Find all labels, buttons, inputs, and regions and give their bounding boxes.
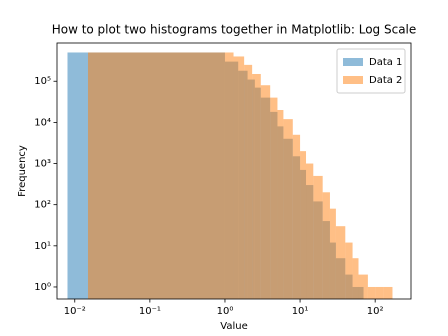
histogram-bar [277, 110, 284, 299]
histogram-bar [345, 242, 353, 299]
legend-swatch [343, 76, 363, 84]
histogram-bar [233, 56, 245, 299]
histogram-bar [252, 73, 261, 299]
histogram-bar [375, 286, 384, 299]
histogram-bar [335, 226, 346, 299]
histogram-bar [322, 192, 330, 299]
histogram-bar [292, 134, 301, 299]
histogram-bar [313, 175, 323, 299]
histogram-bar [300, 151, 307, 299]
x-axis-label: Value [220, 321, 247, 332]
x-tick-label: 10⁻² [64, 306, 86, 317]
histogram-bar [352, 258, 359, 299]
legend-box [336, 48, 406, 94]
histogram-bar [306, 163, 314, 299]
y-axis-label: Frequency [17, 145, 28, 197]
histogram-bar [383, 286, 393, 299]
x-tick-label: 10⁰ [217, 306, 234, 317]
legend-label: Data 1 [369, 57, 402, 68]
x-tick-label: 10¹ [292, 306, 309, 317]
y-tick-label: 10² [34, 200, 51, 211]
histogram-bar [270, 97, 278, 299]
plot-frame [56, 42, 412, 300]
histogram-bar [244, 64, 253, 299]
legend-swatch [343, 58, 363, 66]
legend-label: Data 2 [369, 75, 402, 86]
histogram-bar [367, 286, 376, 299]
histogram-bar [260, 85, 271, 299]
histogram-bar [283, 119, 293, 299]
y-tick-label: 10⁴ [34, 117, 51, 128]
histogram-bar [358, 274, 368, 299]
histogram-bar [87, 52, 234, 299]
chart-title: How to plot two histograms together in M… [52, 23, 417, 37]
y-tick-label: 10⁵ [34, 76, 51, 87]
y-tick-label: 10⁰ [34, 282, 51, 293]
x-tick-label: 10⁻¹ [139, 306, 161, 317]
y-tick-label: 10¹ [34, 241, 51, 252]
histogram-bar [329, 208, 336, 299]
y-tick-label: 10³ [34, 159, 51, 170]
x-tick-label: 10² [367, 306, 384, 317]
